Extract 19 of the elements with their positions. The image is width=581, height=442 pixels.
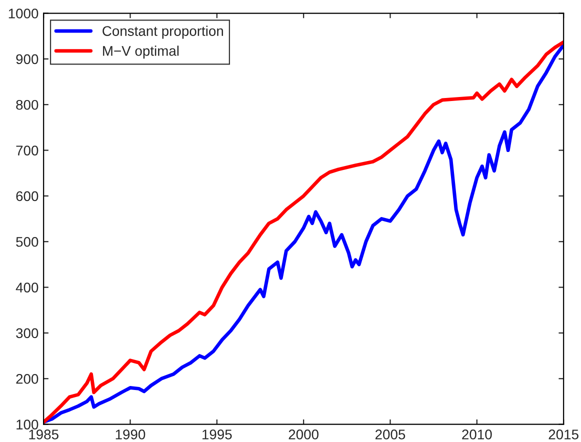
- x-tick-label: 2005: [375, 430, 406, 440]
- x-tick-label: 1995: [202, 430, 232, 440]
- legend-label: M−V optimal: [103, 46, 179, 59]
- y-tick-label: 400: [16, 282, 38, 292]
- y-tick-label: 600: [16, 191, 38, 202]
- y-tick-label: 700: [16, 146, 38, 156]
- y-tick-label: 1000: [8, 8, 38, 18]
- x-tick-label: 2015: [548, 430, 578, 440]
- y-tick-label: 300: [16, 328, 38, 338]
- x-tick-label: 2000: [288, 430, 318, 440]
- legend-label: Constant proportion: [102, 26, 223, 39]
- y-tick-label: 500: [16, 236, 38, 247]
- x-tick-label: 2010: [462, 430, 492, 440]
- y-tick-label: 100: [16, 420, 38, 430]
- y-tick-label: 900: [16, 54, 38, 64]
- x-tick-label: 1985: [29, 430, 58, 440]
- y-tick-label: 800: [16, 100, 38, 110]
- y-tick-label: 200: [16, 374, 38, 384]
- x-tick-label: 1990: [116, 430, 146, 440]
